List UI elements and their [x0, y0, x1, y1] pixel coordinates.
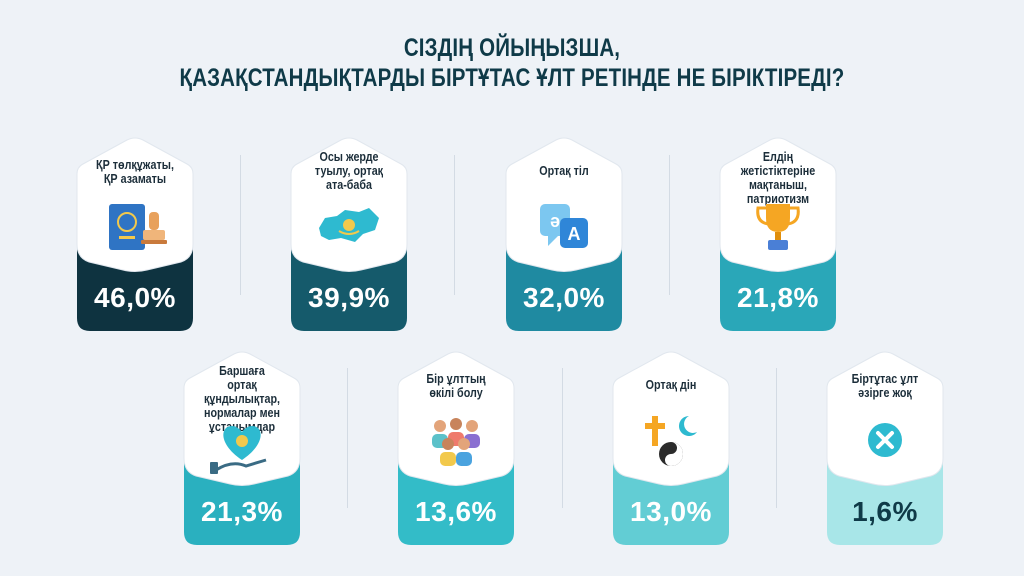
- category-label-line: Баршаға: [219, 364, 265, 378]
- divider: [454, 155, 455, 295]
- heart-flag-hand-icon: [208, 420, 276, 476]
- category-label-line: Ортақ тіл: [539, 164, 589, 178]
- category-label: Ортақ дін: [626, 378, 715, 392]
- card-shape: [290, 137, 408, 331]
- category-label: Біртұтас ұлт әзірге жоқ: [840, 372, 929, 400]
- people-group-icon: [422, 412, 490, 468]
- card-face: [183, 351, 301, 486]
- divider: [776, 368, 777, 508]
- category-label: ҚР төлқұжаты, ҚР азаматы: [90, 158, 179, 186]
- divider: [347, 368, 348, 508]
- close-circle-icon: [851, 412, 919, 468]
- svg-text:A: A: [568, 224, 581, 244]
- stat-card: ҚР төлқұжаты, ҚР азаматы 46,0%: [76, 136, 194, 331]
- value-label: 13,6%: [415, 496, 497, 527]
- category-label-line: Бір ұлттың: [426, 372, 486, 386]
- translate-icon: ə A: [530, 198, 598, 254]
- kazakhstan-map-icon: [315, 198, 383, 254]
- category-label-line: әзірге жоқ: [858, 386, 912, 400]
- value-bar: [613, 460, 729, 545]
- value-bar: [398, 460, 514, 545]
- category-label-line: ҚР төлқұжаты,: [96, 158, 174, 172]
- value-bar: [184, 460, 300, 545]
- card-face: [612, 351, 730, 486]
- stat-card: Ортақ тіл ə A 32,0%: [505, 136, 623, 331]
- category-label-line: ата-баба: [325, 178, 373, 192]
- stat-card: Біртұтас ұлт әзірге жоқ 1,6%: [826, 350, 944, 545]
- card-face: [826, 351, 944, 486]
- value-label: 1,6%: [852, 496, 918, 527]
- category-label-line: Осы жерде: [319, 150, 379, 164]
- stat-card: Ортақ дін 13,0%: [612, 350, 730, 545]
- category-label-line: ортақ құндылықтар,: [203, 378, 281, 406]
- category-label-line: патриотизм: [746, 192, 810, 206]
- value-bar: [291, 246, 407, 331]
- card-shape: [826, 351, 944, 545]
- category-label-line: Біртұтас ұлт: [851, 372, 919, 386]
- trophy-icon: [744, 198, 812, 254]
- category-label-line: ҚР азаматы: [103, 172, 167, 186]
- value-label: 21,3%: [201, 496, 283, 527]
- religion-symbols-icon: [637, 412, 705, 468]
- category-label: Бір ұлттың өкілі болу: [411, 372, 500, 400]
- category-label: Елдің жетістіктеріне мақтаныш, патриотизм: [733, 150, 822, 206]
- value-label: 21,8%: [737, 282, 819, 313]
- value-label: 39,9%: [308, 282, 390, 313]
- card-face: [290, 137, 408, 272]
- category-label: Осы жерде туылу, ортақ ата-баба: [304, 150, 393, 192]
- card-shape: [183, 351, 301, 545]
- category-label-line: Ортақ дін: [645, 378, 697, 392]
- category-label: Ортақ тіл: [519, 164, 608, 178]
- stat-card: Осы жерде туылу, ортақ ата-баба 39,9%: [290, 136, 408, 331]
- card-shape: [612, 351, 730, 545]
- value-label: 46,0%: [94, 282, 176, 313]
- value-bar: [720, 246, 836, 331]
- category-label-line: Елдің жетістіктеріне: [740, 150, 816, 178]
- value-label: 32,0%: [523, 282, 605, 313]
- chart-title-line1: СІЗДІҢ ОЙЫҢЫЗША,: [403, 34, 621, 62]
- category-label-line: нормалар мен: [203, 406, 281, 420]
- divider: [562, 368, 563, 508]
- value-bar: [77, 246, 193, 331]
- category-label-line: мақтаныш,: [748, 178, 808, 192]
- svg-text:ə: ə: [550, 211, 560, 231]
- divider: [240, 155, 241, 295]
- value-bar: [506, 246, 622, 331]
- stat-card: Бір ұлттың өкілі болу 13,6%: [397, 350, 515, 545]
- category-label-line: туылу, ортақ: [314, 164, 384, 178]
- value-label: 13,0%: [630, 496, 712, 527]
- category-label-line: өкілі болу: [429, 386, 483, 400]
- value-bar: [827, 460, 943, 545]
- chart-title-line2: ҚАЗАҚСТАНДЫҚТАРДЫ БІРТҰТАС ҰЛТ РЕТІНДЕ Н…: [179, 64, 845, 92]
- divider: [669, 155, 670, 295]
- stat-card: Баршаға ортақ құндылықтар, нормалар мен ұст…: [183, 350, 301, 545]
- passport-stamp-icon: [101, 198, 169, 254]
- stat-card: Елдің жетістіктеріне мақтаныш, патриотизм …: [719, 136, 837, 331]
